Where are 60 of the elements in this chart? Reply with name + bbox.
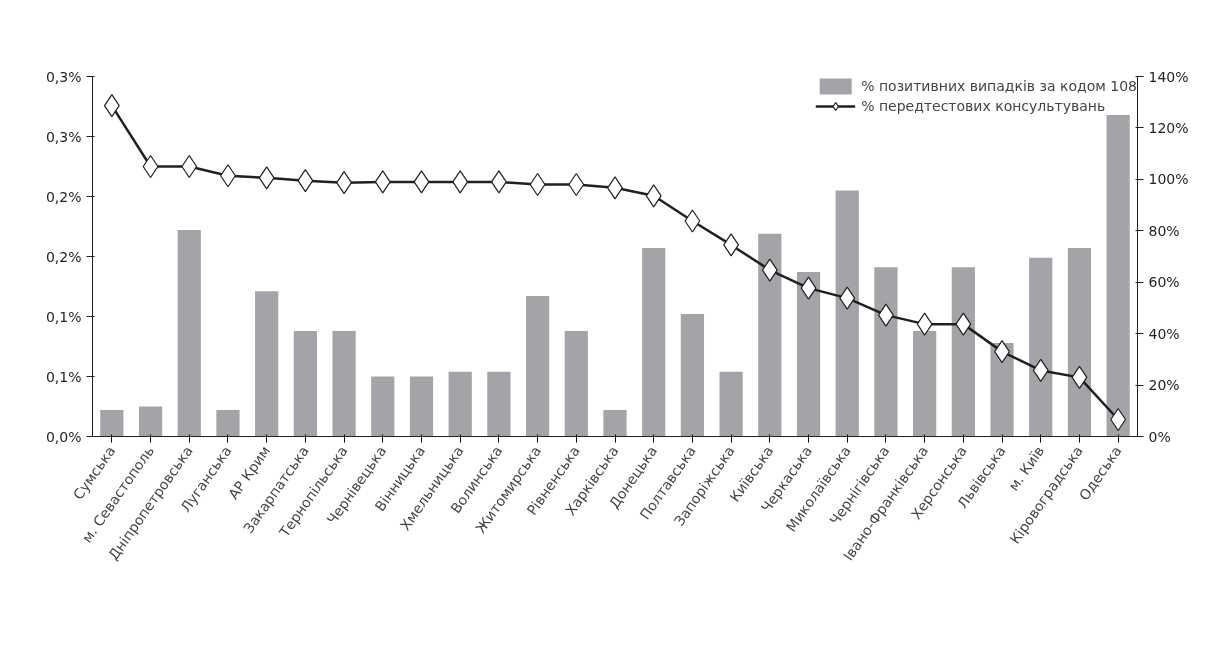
bar <box>719 371 743 437</box>
y-tick-label: 0,2% <box>45 248 82 265</box>
point <box>645 184 662 208</box>
bar <box>835 190 859 437</box>
y-tick-label: 0,3% <box>45 128 82 145</box>
point <box>258 166 275 190</box>
point <box>684 209 701 233</box>
bar <box>874 267 898 437</box>
bar <box>525 296 550 437</box>
legend-label: % позитивних випадків за кодом 108 <box>861 78 1137 94</box>
bar <box>642 248 666 437</box>
y2-tick-label: 60% <box>1148 274 1180 291</box>
bar <box>332 330 356 437</box>
point <box>413 170 430 194</box>
legend-label: % передтестових консультувань <box>861 98 1106 114</box>
y2-tick-label: 20% <box>1148 377 1180 394</box>
point <box>490 170 507 194</box>
point <box>916 312 933 336</box>
y-tick-label: 0,1% <box>45 308 82 325</box>
point <box>336 171 353 195</box>
point <box>374 170 391 194</box>
y-tick-label: 0,0% <box>45 428 82 445</box>
bar <box>293 330 317 437</box>
y2-tick-label: 120% <box>1148 119 1189 136</box>
bar <box>138 406 163 437</box>
bar <box>255 291 279 437</box>
y2-tick-label: 80% <box>1148 222 1180 239</box>
y2-tick-label: 0% <box>1148 428 1171 445</box>
bar <box>1029 257 1053 437</box>
point <box>723 233 740 257</box>
point <box>800 276 817 300</box>
point <box>761 258 778 282</box>
bar <box>680 314 705 437</box>
bar <box>371 376 395 437</box>
bar <box>796 272 821 437</box>
bar <box>564 330 588 437</box>
y2-tick-label: 140% <box>1148 68 1189 85</box>
bar <box>758 233 782 437</box>
bar <box>951 267 975 437</box>
point <box>1071 365 1088 389</box>
bar <box>216 410 240 437</box>
y2-tick-label: 40% <box>1148 325 1180 342</box>
bar <box>100 410 124 437</box>
bar <box>1106 114 1130 437</box>
bar <box>448 371 472 437</box>
y-tick-label: 0,2% <box>45 188 82 205</box>
point <box>955 312 972 336</box>
bar <box>913 330 937 437</box>
y-tick-label: 0,1% <box>45 368 82 385</box>
point <box>839 286 856 310</box>
bar <box>603 410 627 437</box>
bar <box>487 371 511 437</box>
point <box>877 303 894 327</box>
y2-tick-label: 100% <box>1148 171 1189 188</box>
bar <box>1067 248 1092 437</box>
point <box>452 170 469 194</box>
bar <box>409 376 434 437</box>
y-tick-label: 0,3% <box>45 68 82 85</box>
bar <box>177 230 201 437</box>
point <box>297 169 314 193</box>
